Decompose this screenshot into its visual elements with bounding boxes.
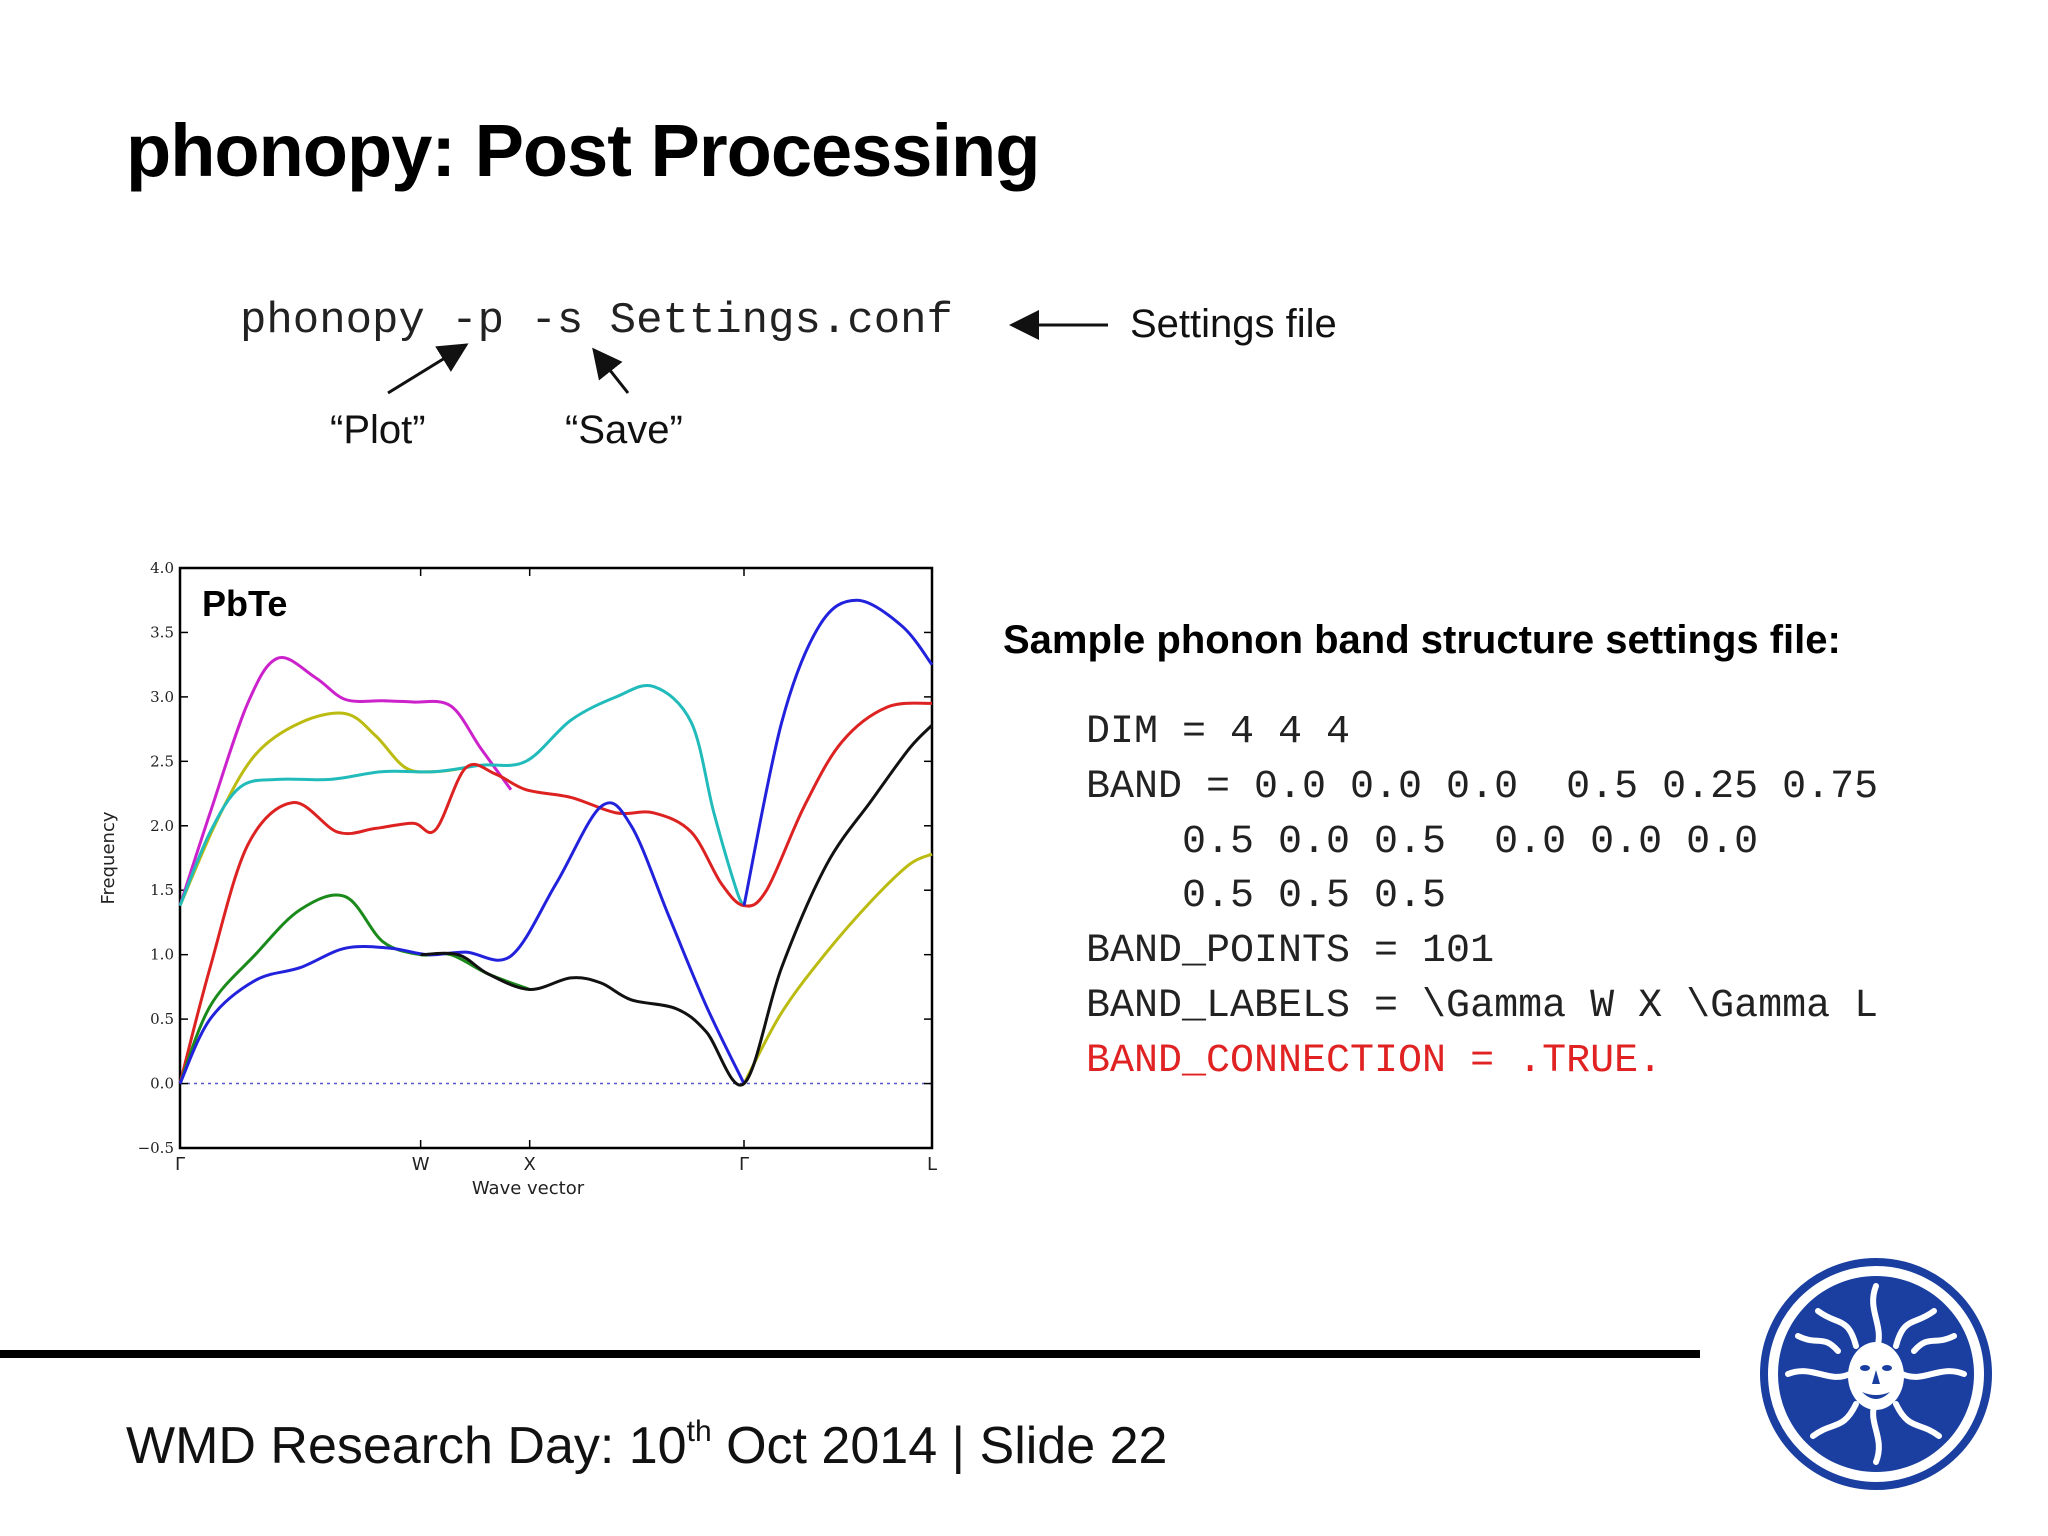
save-arrow — [592, 347, 630, 394]
settings-line: BAND_POINTS = 101 — [1086, 929, 1495, 975]
plot-label: “Plot” — [330, 408, 426, 452]
footer-text: WMD Research Day: 10th Oct 2014 | Slide … — [126, 1416, 1167, 1476]
band-line — [178, 701, 933, 1084]
band-line — [178, 801, 746, 1085]
slide-title: phonopy: Post Processing — [126, 109, 1040, 192]
y-tick-label: 1.5 — [150, 881, 174, 899]
settings-line: BAND_LABELS = \Gamma W X \Gamma L — [1086, 983, 1879, 1029]
university-seal-icon — [1760, 1258, 1992, 1490]
y-tick-label: −0.5 — [138, 1139, 174, 1157]
y-axis-label: Frequency — [98, 811, 119, 904]
band-line — [178, 893, 531, 1085]
footer-prefix: WMD Research Day: 10 — [126, 1417, 687, 1475]
footer-superscript: th — [686, 1415, 712, 1448]
y-tick-label: 3.0 — [150, 688, 174, 706]
settings-line: 0.5 0.0 0.5 0.0 0.0 0.0 — [1086, 819, 1759, 865]
settings-file-label: Settings file — [1130, 302, 1337, 346]
footer-divider — [0, 1350, 1700, 1358]
chart-annotation: PbTe — [202, 583, 287, 624]
band-structure-chart: −0.5 0.0 0.5 1.0 1.5 2.0 2.5 3.0 3.5 4.0 Γ W X Γ L Wave… — [98, 559, 937, 1199]
settings-line: DIM = 4 4 4 — [1086, 710, 1351, 755]
band-line — [178, 684, 746, 907]
y-tick-label: 4.0 — [150, 559, 174, 577]
band-line — [742, 598, 934, 907]
settings-heading: Sample phonon band structure settings fi… — [1003, 618, 1841, 662]
x-tick-label: Γ — [739, 1154, 749, 1175]
x-tick-label: W — [412, 1154, 430, 1175]
band-line — [420, 724, 934, 1087]
footer-suffix: Oct 2014 | Slide 22 — [711, 1417, 1168, 1475]
plot-frame — [178, 566, 934, 1150]
y-tick-label: 2.5 — [150, 752, 174, 770]
y-tick-label: 0.0 — [150, 1075, 174, 1093]
y-tick-label: 0.5 — [150, 1010, 174, 1028]
y-tick-label: 1.0 — [150, 946, 174, 964]
x-tick-label: L — [927, 1154, 937, 1175]
x-tick-label: Γ — [175, 1154, 185, 1175]
settings-line: BAND = 0.0 0.0 0.0 0.5 0.25 0.75 — [1086, 764, 1879, 810]
x-tick-label: X — [524, 1154, 536, 1175]
band-line — [178, 656, 513, 907]
y-tick-label: 2.0 — [150, 817, 174, 835]
phonopy-command: phonopy -p -s Settings.conf — [240, 296, 953, 346]
x-axis-label: Wave vector — [472, 1178, 585, 1199]
settings-file-code: DIM = 4 4 4 BAND = 0.0 0.0 0.0 0.5 0.25 0… — [1086, 706, 1878, 1090]
save-label: “Save” — [565, 408, 683, 452]
settings-line: BAND_CONNECTION = .TRUE. — [1086, 1038, 1663, 1084]
y-tick-label: 3.5 — [150, 623, 174, 641]
band-line — [742, 852, 933, 1085]
settings-line: 0.5 0.5 0.5 — [1086, 874, 1447, 920]
plot-arrow — [387, 343, 469, 395]
